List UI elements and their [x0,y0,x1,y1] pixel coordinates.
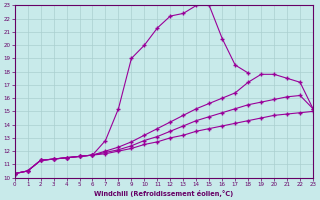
X-axis label: Windchill (Refroidissement éolien,°C): Windchill (Refroidissement éolien,°C) [94,190,234,197]
